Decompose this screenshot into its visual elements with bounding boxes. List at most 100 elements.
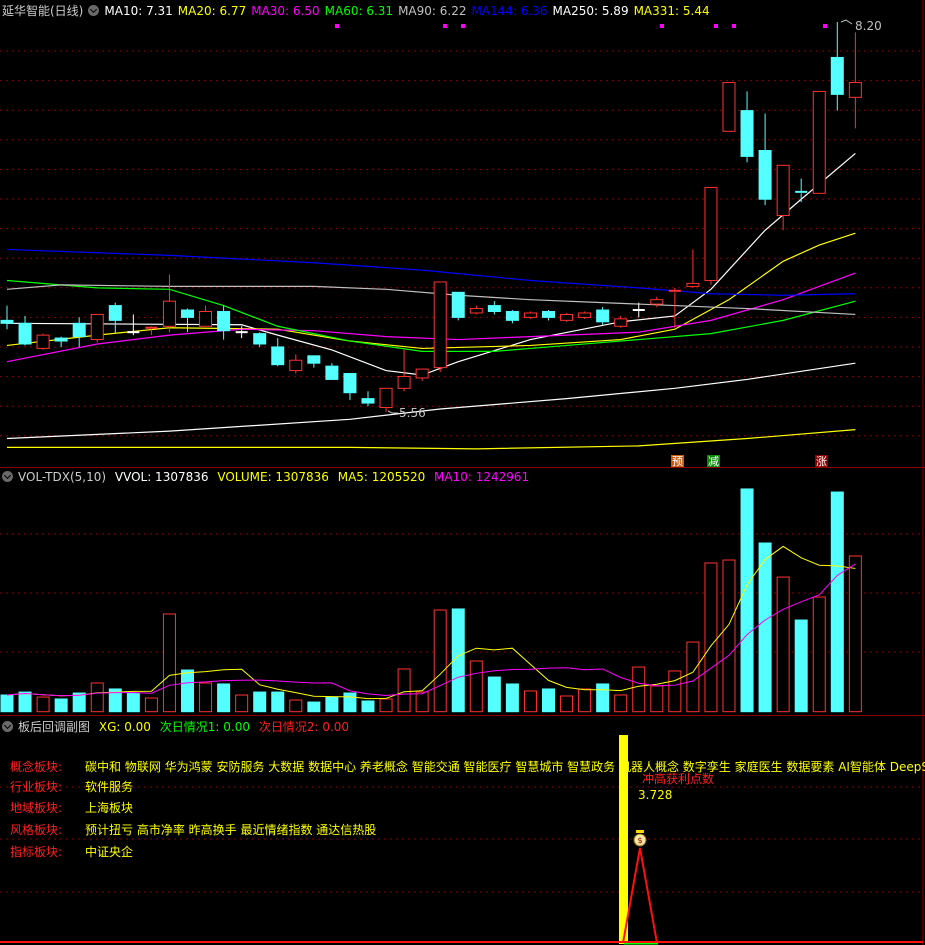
candle: [668, 287, 681, 328]
volume-bar: [217, 683, 231, 713]
candle: [90, 313, 104, 343]
candle: [307, 355, 321, 368]
candle-body: [181, 309, 194, 318]
candle-body: [451, 291, 465, 318]
candle: [560, 312, 574, 322]
volume-bar: [776, 576, 790, 713]
signal-dot: [732, 24, 736, 28]
profit-value: 3.728: [638, 788, 673, 802]
candle-body: [343, 373, 357, 394]
ma-line-ma20: [6, 232, 856, 350]
stock-title: 延华智能(日线): [2, 4, 84, 18]
candle-body: [397, 375, 411, 389]
concept-value: 碳中和 物联网 华为鸿蒙 安防服务 大数据 数据中心 养老概念 智能交通 智能医…: [85, 760, 925, 774]
volume-bar: [36, 696, 50, 713]
volume-bar: [668, 670, 682, 713]
profit-triangle-line: [622, 847, 658, 944]
next-day-2: 次日情况2: 0.00: [258, 720, 350, 734]
ma-line-ma331: [7, 429, 856, 450]
candle-body: [199, 310, 213, 327]
volume-bar: [740, 488, 754, 713]
candle: [253, 332, 267, 347]
candle: [54, 336, 68, 347]
candle: [578, 311, 592, 319]
sub-chart-panel[interactable]: $ 板后回调副图 XG: 0.00 次日情况1: 0.00 次日情况2: 0.0…: [0, 716, 925, 945]
candle: [379, 387, 393, 412]
vvol-value: VVOL: 1307836: [114, 470, 209, 484]
marker-yu: 预: [671, 455, 684, 468]
volume-header: VOL-TDX(5,10) VVOL: 1307836 VOLUME: 1307…: [2, 470, 534, 484]
volume-bar: [469, 660, 483, 713]
ma-label: MA10: 7.31: [104, 4, 173, 18]
candle-body: [523, 312, 537, 318]
candle: [397, 349, 411, 392]
candle-body: [54, 337, 68, 342]
candle: [433, 281, 447, 373]
candle: [162, 274, 176, 333]
options-chevron-icon[interactable]: [2, 471, 13, 482]
volume-bar: [596, 683, 610, 713]
index-value: 中证央企: [85, 845, 134, 859]
volume-bar: [271, 691, 285, 713]
volume-bar: [253, 691, 267, 713]
volume-chart: [0, 468, 924, 715]
candle-body: [469, 308, 483, 314]
candle-body: [542, 310, 555, 318]
volume-value: VOLUME: 1307836: [217, 470, 329, 484]
candle: [325, 363, 339, 380]
xg-value: XG: 0.00: [98, 720, 151, 734]
options-chevron-icon[interactable]: [2, 721, 13, 732]
vol-ma10-value: MA10: 1242961: [434, 470, 530, 484]
ma-label: MA250: 5.89: [552, 4, 629, 18]
signal-dot: [443, 24, 447, 28]
panel-divider[interactable]: [0, 715, 925, 716]
candle: [199, 305, 213, 327]
xg-signal-bar: [619, 735, 628, 944]
low-arrow-icon: [387, 410, 398, 414]
vol-indicator-name: VOL-TDX(5,10): [18, 470, 107, 484]
candle-body: [253, 333, 267, 345]
options-chevron-icon[interactable]: [88, 5, 100, 16]
panel-divider[interactable]: [0, 467, 925, 468]
candle: [415, 368, 429, 381]
candle: [361, 391, 375, 407]
candle-body: [596, 309, 610, 323]
region-value: 上海板块: [85, 801, 134, 815]
marker-jian: 减: [707, 455, 720, 468]
candle-body: [162, 300, 176, 327]
candle: [686, 249, 700, 288]
volume-bar: [560, 695, 574, 713]
volume-bar: [307, 701, 321, 713]
high-arrow-icon: [840, 19, 853, 25]
candle: [145, 326, 158, 336]
candle-body: [307, 355, 321, 364]
volume-panel[interactable]: VOL-TDX(5,10) VVOL: 1307836 VOLUME: 1307…: [0, 468, 925, 715]
candle: [542, 310, 555, 321]
ma-legend: MA10: 7.31 MA20: 6.77 MA30: 6.50 MA60: 6.31…: [104, 4, 714, 18]
candle-body: [578, 312, 592, 318]
candle-body: [325, 365, 339, 380]
volume-bar: [325, 696, 339, 713]
volume-bar: [361, 700, 375, 713]
svg-text:$: $: [637, 836, 642, 845]
candle: [614, 315, 628, 328]
candle: [451, 291, 465, 321]
candle-body: [18, 322, 32, 345]
candle: [235, 326, 248, 339]
candle: [487, 301, 501, 315]
price-panel[interactable]: 延华智能(日线) MA10: 7.31 MA20: 6.77 MA30: 6.50 MA…: [0, 0, 925, 468]
volume-bar: [650, 685, 664, 713]
candle: [632, 302, 645, 318]
candle-body: [505, 310, 519, 321]
vol-ma5-value: MA5: 1205520: [337, 470, 426, 484]
style-label: 风格板块:: [10, 823, 63, 837]
high-price-label: 8.20: [855, 19, 882, 33]
candle-body: [72, 322, 86, 338]
candle: [72, 317, 86, 347]
ma-label: MA90: 6.22: [398, 4, 467, 18]
candle-body: [560, 313, 574, 321]
candle: [181, 308, 194, 333]
volume-bar: [433, 609, 447, 713]
xg-signal-bar-overlay: [619, 735, 628, 775]
candle: [0, 305, 14, 330]
